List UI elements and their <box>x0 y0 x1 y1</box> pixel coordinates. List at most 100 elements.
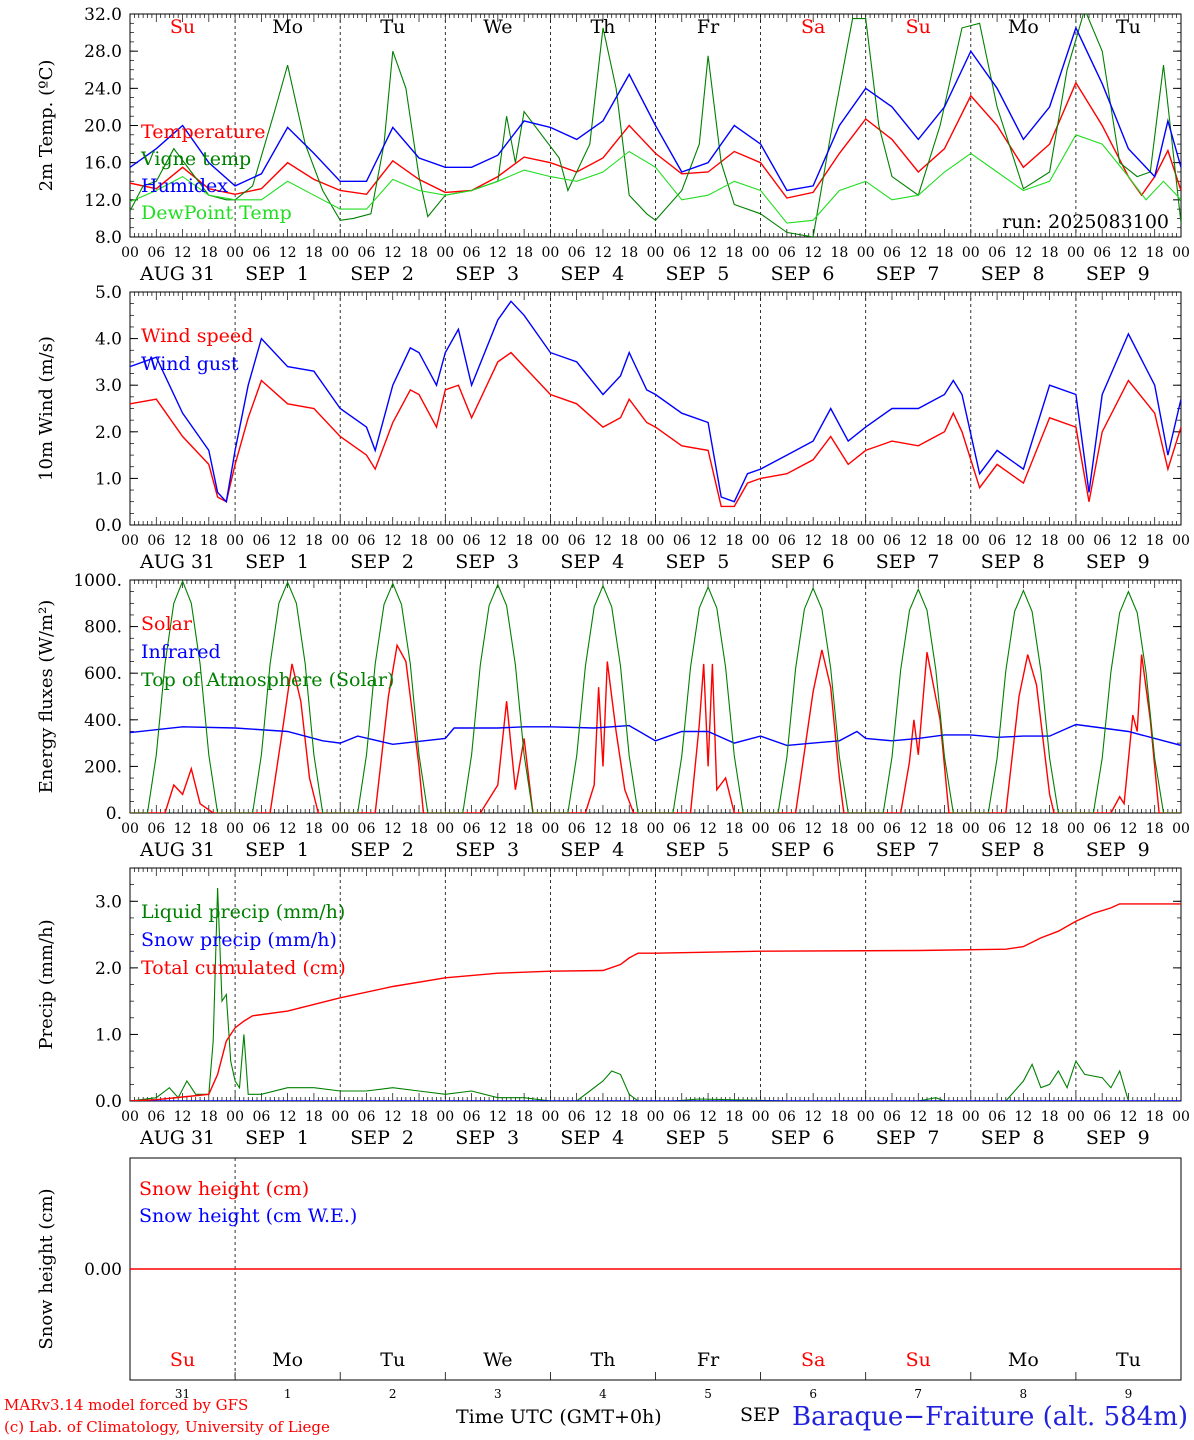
panel-wind <box>129 291 1182 526</box>
series-liquid-precip-mm-h- <box>130 887 1181 1101</box>
hour-tick-label: 00 <box>1172 245 1190 261</box>
hour-tick-label: 18 <box>410 533 428 549</box>
date-label: SEP 4 <box>560 1127 624 1149</box>
y-tick-label: 8.0 <box>95 228 122 248</box>
hour-tick-label: 18 <box>831 533 849 549</box>
hour-tick-label: 00 <box>1067 245 1085 261</box>
hour-tick-label: 06 <box>358 245 376 261</box>
date-label: SEP 7 <box>876 263 940 285</box>
hour-tick-label: 00 <box>436 245 454 261</box>
weekday-label: Mo <box>1008 1349 1039 1371</box>
hour-tick-label: 00 <box>121 821 139 837</box>
hour-tick-label: 00 <box>647 821 665 837</box>
hour-tick-label: 06 <box>358 821 376 837</box>
y-tick-label: 0.00 <box>84 1260 122 1280</box>
hour-tick-label: 00 <box>647 245 665 261</box>
sep-month-label: SEP <box>740 1404 780 1426</box>
series-wind-gust <box>130 300 1181 504</box>
hour-tick-label: 12 <box>1120 1109 1138 1125</box>
hour-tick-label: 12 <box>174 1109 192 1125</box>
hour-tick-label: 18 <box>831 1109 849 1125</box>
date-label: SEP 3 <box>455 839 519 861</box>
hour-tick-label: 18 <box>936 1109 954 1125</box>
date-label: SEP 3 <box>455 551 519 573</box>
hour-tick-label: 00 <box>541 533 559 549</box>
date-label: AUG 31 <box>139 263 215 285</box>
hour-tick-label: 18 <box>1146 533 1164 549</box>
hour-tick-label: 00 <box>1172 1109 1190 1125</box>
hour-tick-label: 18 <box>515 821 533 837</box>
hour-tick-label: 06 <box>147 1109 165 1125</box>
y-tick-label: 28.0 <box>84 42 122 62</box>
hour-tick-label: 06 <box>673 533 691 549</box>
y-tick-label: 32.0 <box>84 5 122 25</box>
y-tick-label: 3.0 <box>95 376 122 396</box>
date-label: SEP 4 <box>560 551 624 573</box>
hour-tick-label: 06 <box>988 1109 1006 1125</box>
legend-entry: Infrared <box>141 641 221 663</box>
hour-tick-label: 12 <box>804 821 822 837</box>
hour-tick-label: 00 <box>226 821 244 837</box>
hour-tick-label: 12 <box>1120 821 1138 837</box>
y-axis-label: Precip (mm/h) <box>36 919 57 1049</box>
series-temperature <box>130 81 1181 199</box>
date-label: SEP 3 <box>455 263 519 285</box>
date-label: SEP 9 <box>1086 263 1150 285</box>
date-label: SEP 3 <box>455 1127 519 1149</box>
hour-tick-label: 12 <box>594 245 612 261</box>
hour-tick-label: 00 <box>962 533 980 549</box>
hour-tick-label: 18 <box>620 821 638 837</box>
hour-tick-label: 00 <box>1067 1109 1085 1125</box>
hour-tick-label: 12 <box>804 533 822 549</box>
hour-tick-label: 00 <box>647 1109 665 1125</box>
hour-tick-label: 12 <box>279 245 297 261</box>
hour-tick-label: 18 <box>936 533 954 549</box>
hour-tick-label: 18 <box>410 1109 428 1125</box>
y-tick-label: 12.0 <box>84 191 122 211</box>
hour-tick-label: 00 <box>121 1109 139 1125</box>
date-label: SEP 7 <box>876 551 940 573</box>
hour-tick-label: 06 <box>1093 821 1111 837</box>
hour-tick-label: 06 <box>988 821 1006 837</box>
hour-tick-label: 12 <box>804 1109 822 1125</box>
date-label: SEP 9 <box>1086 839 1150 861</box>
y-tick-label: 1.0 <box>95 469 122 489</box>
hour-tick-label: 00 <box>331 533 349 549</box>
date-label: SEP 2 <box>350 1127 414 1149</box>
hour-tick-label: 18 <box>725 1109 743 1125</box>
legend-entry: Solar <box>141 613 193 635</box>
date-label: SEP 8 <box>981 1127 1045 1149</box>
hour-tick-label: 00 <box>962 245 980 261</box>
hour-tick-label: 06 <box>568 1109 586 1125</box>
hour-tick-label: 06 <box>463 1109 481 1125</box>
hour-tick-label: 00 <box>752 533 770 549</box>
hour-tick-label: 12 <box>699 1109 717 1125</box>
legend-entry: Snow precip (mm/h) <box>141 929 337 951</box>
hour-tick-label: 18 <box>725 821 743 837</box>
hour-tick-label: 06 <box>778 533 796 549</box>
weekday-label: Sa <box>801 16 825 38</box>
hour-tick-label: 12 <box>909 533 927 549</box>
weekday-label: Tu <box>1116 1349 1141 1371</box>
series-infrared <box>130 723 1181 747</box>
y-tick-label: 400. <box>84 711 122 731</box>
hour-tick-label: 06 <box>147 245 165 261</box>
hour-tick-label: 06 <box>778 821 796 837</box>
hour-tick-label: 00 <box>226 1109 244 1125</box>
hour-tick-label: 06 <box>147 821 165 837</box>
day-number-label: 4 <box>599 1387 607 1401</box>
hour-tick-label: 00 <box>752 821 770 837</box>
hour-tick-label: 06 <box>673 821 691 837</box>
hour-tick-label: 18 <box>305 821 323 837</box>
hour-tick-label: 18 <box>305 1109 323 1125</box>
date-label: SEP 6 <box>771 263 835 285</box>
legend-entry: Liquid precip (mm/h) <box>141 901 345 923</box>
hour-tick-label: 06 <box>778 1109 796 1125</box>
hour-tick-label: 12 <box>489 821 507 837</box>
hour-tick-label: 12 <box>1014 821 1032 837</box>
hour-tick-label: 00 <box>857 533 875 549</box>
y-axis-label: Snow height (cm) <box>36 1188 57 1349</box>
hour-tick-label: 06 <box>252 533 270 549</box>
series-solar <box>130 643 1181 813</box>
hour-tick-label: 00 <box>436 1109 454 1125</box>
